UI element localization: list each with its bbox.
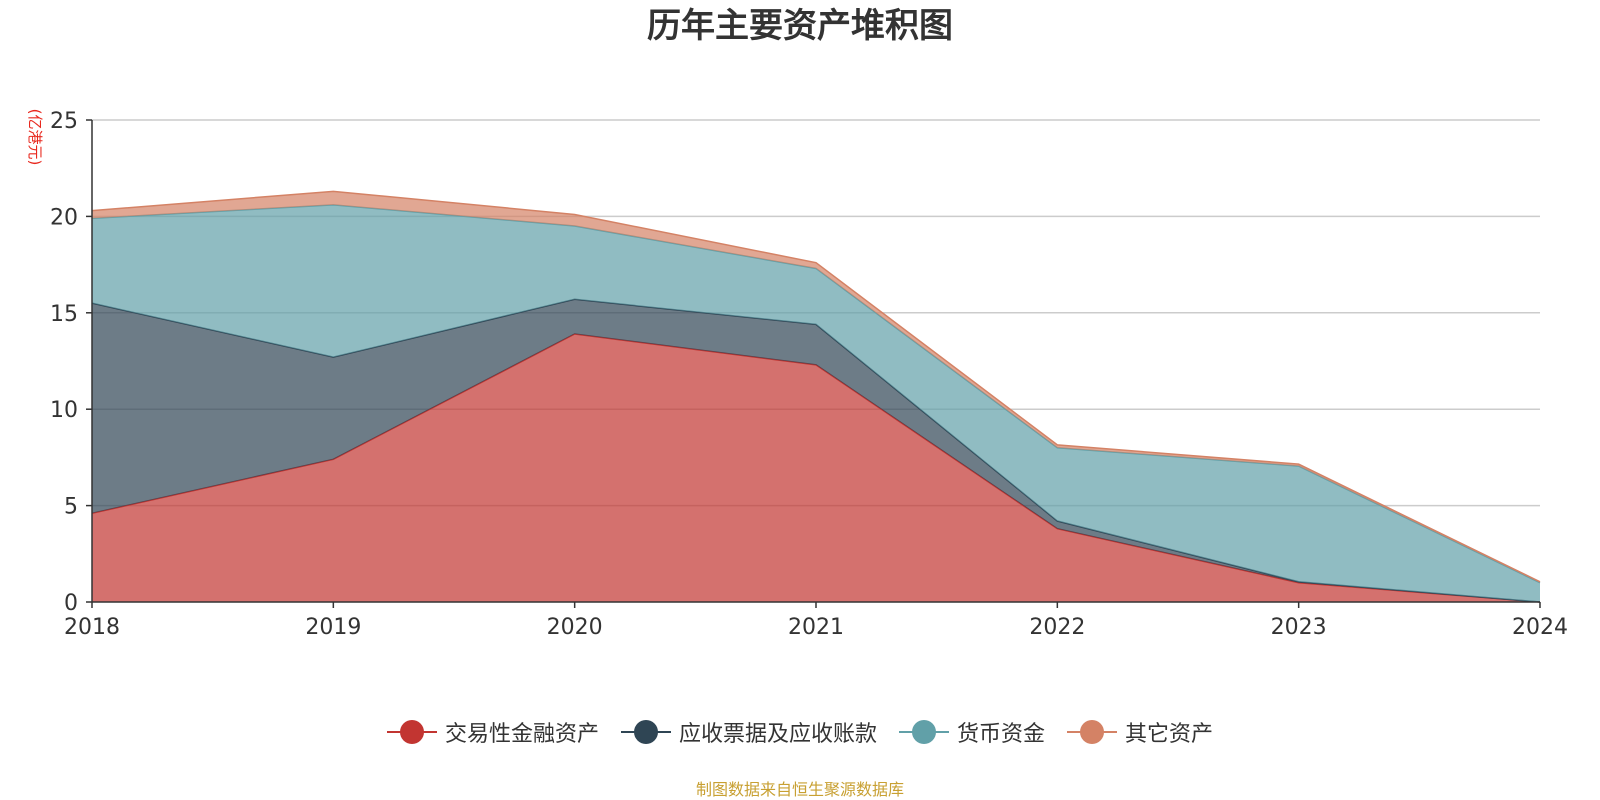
area-series bbox=[91, 190, 1541, 603]
y-tick-label: 10 bbox=[50, 398, 78, 423]
y-tick-label: 20 bbox=[50, 205, 78, 230]
legend-item[interactable]: 货币资金 bbox=[899, 716, 1045, 748]
y-tick-label: 5 bbox=[64, 495, 78, 520]
x-tick-label: 2018 bbox=[64, 615, 120, 640]
area-series-货币资金 bbox=[92, 204, 1540, 602]
legend-marker-icon bbox=[620, 720, 671, 744]
chart-plot: 0 5 10 15 20 25 2018 2019 2020 2021 2022 2023 2024 (… bbox=[26, 109, 1568, 640]
y-tick-label: 25 bbox=[50, 109, 78, 134]
y-tick-label: 0 bbox=[64, 591, 78, 616]
legend-label: 货币资金 bbox=[957, 722, 1046, 747]
legend-label: 其它资产 bbox=[1125, 722, 1214, 747]
x-tick-label: 2020 bbox=[547, 615, 603, 640]
source-note: 制图数据来自恒生聚源数据库 bbox=[695, 780, 904, 799]
legend-label: 应收票据及应收账款 bbox=[678, 722, 877, 747]
x-tick-label: 2021 bbox=[788, 615, 844, 640]
legend-marker-icon bbox=[1067, 720, 1118, 744]
legend-item[interactable]: 其它资产 bbox=[1067, 716, 1213, 748]
chart-title: 历年主要资产堆积图 bbox=[647, 6, 953, 46]
x-tick-label: 2024 bbox=[1512, 615, 1568, 640]
area-series-应收票据及应收账款 bbox=[92, 299, 1540, 602]
y-axis-unit-label: (亿港元) bbox=[26, 109, 44, 166]
legend-label: 交易性金融资产 bbox=[444, 722, 599, 747]
legend-item[interactable]: 交易性金融资产 bbox=[386, 716, 599, 748]
x-tick-label: 2023 bbox=[1271, 615, 1327, 640]
y-tick-label: 15 bbox=[50, 302, 78, 327]
axes: 0 5 10 15 20 25 2018 2019 2020 2021 2022 2023 2024 bbox=[50, 109, 1568, 640]
x-tick-label: 2022 bbox=[1029, 615, 1085, 640]
series-line-其它资产 bbox=[91, 190, 1541, 583]
legend-item[interactable]: 应收票据及应收账款 bbox=[620, 716, 877, 748]
x-tick-label: 2019 bbox=[305, 615, 361, 640]
legend: 交易性金融资产 应收票据及应收账款 货币资金 其它资产 bbox=[0, 716, 1600, 748]
legend-marker-icon bbox=[899, 720, 949, 744]
legend-marker-icon bbox=[386, 720, 437, 744]
area-series-交易性金融资产 bbox=[92, 334, 1540, 602]
